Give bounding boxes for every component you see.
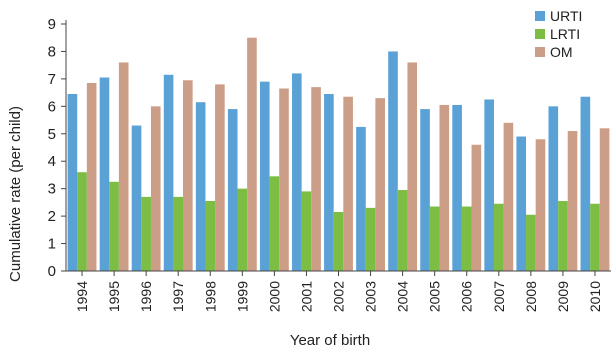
y-tick-label: 2 <box>48 208 56 225</box>
bar-urti-2003 <box>356 126 366 272</box>
bar-om-2004 <box>407 62 418 271</box>
x-tick-label: 2004 <box>395 281 411 312</box>
bar-om-1994 <box>86 83 97 271</box>
legend-label-lrti: LRTI <box>550 26 580 42</box>
y-tick-label: 9 <box>48 16 56 33</box>
bar-urti-1995 <box>99 77 110 272</box>
bar-om-2007 <box>503 122 514 271</box>
bar-urti-2010 <box>580 96 591 271</box>
x-tick-label: 2002 <box>331 281 347 312</box>
bar-lrti-1999 <box>237 188 248 271</box>
bar-urti-2004 <box>388 51 398 271</box>
x-tick-label: 2000 <box>266 281 282 312</box>
bar-urti-1996 <box>131 125 142 272</box>
x-tick-label: 2001 <box>298 281 314 312</box>
legend-swatch-urti <box>535 11 545 21</box>
bar-lrti-1994 <box>77 172 87 271</box>
bar-lrti-2003 <box>365 207 376 271</box>
bar-om-1997 <box>183 80 193 271</box>
bar-lrti-1997 <box>173 196 184 271</box>
bar-om-2005 <box>439 104 450 271</box>
bar-om-2008 <box>535 139 546 271</box>
x-tick-label: 2006 <box>459 281 475 312</box>
y-tick-label: 7 <box>48 71 56 88</box>
x-axis-ticks: 1994 1995 1996 1997 1998 1999 2000 2001 2002 2003… <box>74 271 603 312</box>
bar-om-2006 <box>471 144 482 271</box>
x-tick-label: 1998 <box>202 281 218 312</box>
y-tick-label: 0 <box>48 263 56 280</box>
bar-om-2000 <box>279 88 289 271</box>
legend: URTI LRTI OM <box>535 8 582 60</box>
x-tick-label: 2003 <box>363 281 379 312</box>
bar-om-2009 <box>567 131 578 271</box>
bar-lrti-2009 <box>558 201 568 271</box>
bar-lrti-2000 <box>269 176 280 271</box>
y-tick-label: 6 <box>48 98 56 115</box>
bar-urti-1997 <box>163 74 174 272</box>
bar-lrti-2006 <box>461 206 472 271</box>
x-tick-label: 1996 <box>138 281 154 312</box>
bars <box>67 37 610 272</box>
x-axis-title: Year of birth <box>290 332 370 349</box>
bar-urti-1998 <box>195 102 206 271</box>
bar-urti-2002 <box>324 93 334 271</box>
y-axis-ticks: 0 1 2 3 4 5 6 7 8 9 <box>48 16 66 280</box>
bar-lrti-1998 <box>205 201 216 271</box>
y-axis-title: Cumulative rate (per child) <box>7 106 24 282</box>
y-tick-label: 5 <box>48 126 56 143</box>
x-tick-label: 2010 <box>587 281 603 312</box>
bar-urti-2008 <box>516 136 527 271</box>
bar-urti-2001 <box>292 73 302 272</box>
x-tick-label: 1999 <box>234 281 250 312</box>
bar-lrti-2008 <box>526 214 536 271</box>
bar-urti-2000 <box>259 81 270 271</box>
bar-om-2010 <box>599 128 610 271</box>
x-tick-label: 1997 <box>170 281 186 312</box>
bar-lrti-2001 <box>301 191 312 271</box>
x-tick-label: 1994 <box>74 281 90 312</box>
bar-lrti-1996 <box>141 196 151 271</box>
bar-lrti-1995 <box>109 181 119 271</box>
bar-lrti-2004 <box>397 190 408 271</box>
bar-lrti-2002 <box>333 211 344 271</box>
bar-om-1996 <box>150 106 161 271</box>
bar-urti-2006 <box>452 104 462 271</box>
bar-om-2002 <box>343 96 353 271</box>
bar-om-1998 <box>215 84 225 271</box>
x-tick-label: 2007 <box>491 281 507 312</box>
bar-lrti-2005 <box>429 206 440 271</box>
x-tick-label: 2005 <box>427 281 443 312</box>
bar-urti-1999 <box>227 109 238 271</box>
legend-label-om: OM <box>550 44 573 60</box>
y-tick-label: 3 <box>48 181 56 198</box>
y-tick-label: 1 <box>48 236 56 253</box>
bar-om-2001 <box>311 87 321 271</box>
legend-swatch-om <box>535 47 545 57</box>
bar-lrti-2010 <box>590 203 600 271</box>
bar-om-2003 <box>375 98 385 271</box>
x-tick-label: 2008 <box>523 281 539 312</box>
y-tick-label: 4 <box>48 153 56 170</box>
x-tick-label: 2009 <box>555 281 571 312</box>
bar-urti-2007 <box>484 99 494 271</box>
x-tick-label: 1995 <box>106 281 122 312</box>
bar-lrti-2007 <box>493 203 504 271</box>
y-tick-label: 8 <box>48 43 56 60</box>
bar-urti-2005 <box>420 109 430 271</box>
legend-label-urti: URTI <box>550 8 582 24</box>
bar-urti-1994 <box>67 93 78 271</box>
legend-swatch-lrti <box>535 29 545 39</box>
bar-om-1999 <box>247 37 257 271</box>
bar-urti-2009 <box>548 106 559 271</box>
bar-om-1995 <box>118 62 129 271</box>
